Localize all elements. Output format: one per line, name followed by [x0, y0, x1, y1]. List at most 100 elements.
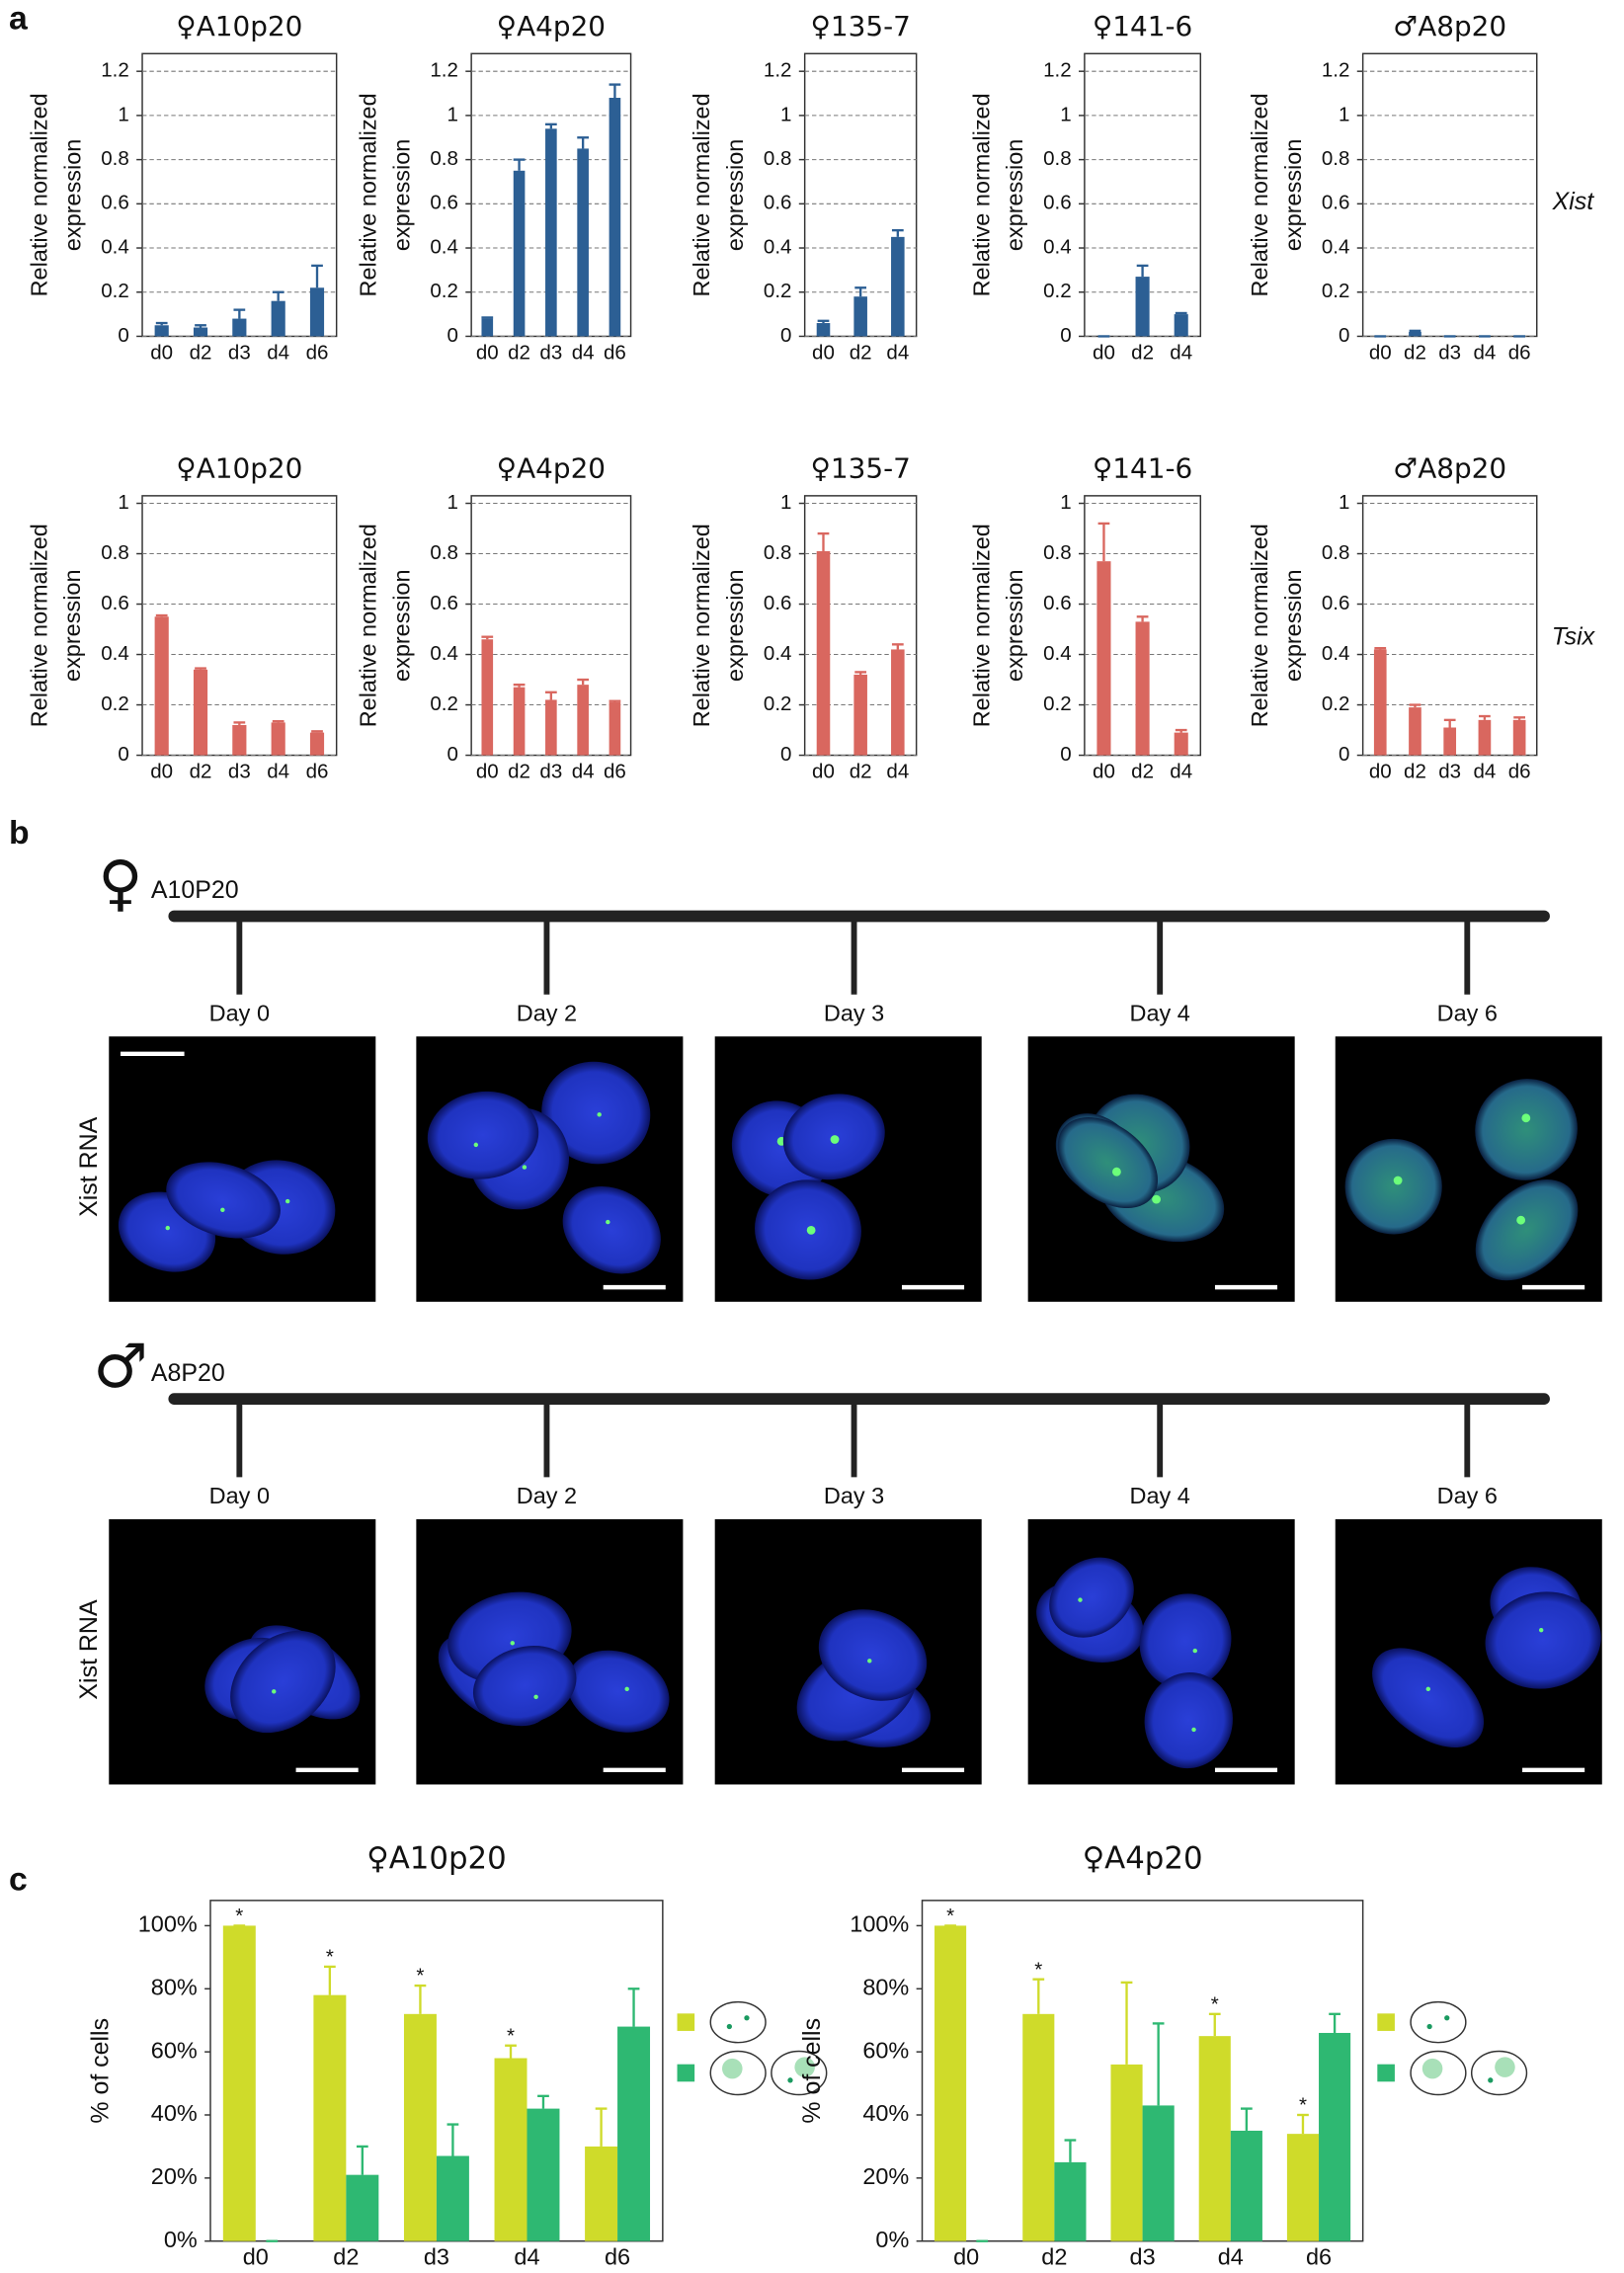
y-axis-label: expression	[388, 139, 414, 252]
day-label: Day 4	[1130, 1483, 1190, 1508]
y-tick-label: 0.2	[1043, 280, 1072, 302]
y-tick-label: 0%	[164, 2227, 198, 2252]
x-tick-label: d6	[306, 761, 329, 783]
y-tick-label: 0.6	[764, 592, 792, 614]
bar	[1174, 314, 1188, 337]
y-tick-label: 20%	[151, 2163, 198, 2189]
nucleus	[166, 1162, 281, 1239]
error-bar	[577, 678, 590, 686]
error-bar	[324, 1965, 336, 1995]
rna-spot	[867, 1659, 872, 1664]
x-tick-label: d4	[886, 341, 909, 364]
micrograph	[1335, 1518, 1602, 1785]
x-tick-label: d0	[243, 2244, 269, 2270]
legend-cloud	[1421, 2058, 1443, 2079]
legend-swatch	[677, 2064, 695, 2082]
x-tick-label: d4	[1170, 341, 1192, 364]
chart-title: ♀A10p20	[176, 451, 302, 484]
y-tick-label: 1	[118, 103, 128, 125]
x-tick-label: d4	[1473, 341, 1496, 364]
bar	[1409, 331, 1421, 337]
error-bar	[537, 2094, 549, 2109]
bar	[816, 550, 831, 756]
rna-spot	[1152, 1194, 1161, 1204]
row-label: Tsix	[1552, 622, 1596, 650]
y-tick-label: 20%	[862, 2163, 909, 2189]
y-tick-label: 0.6	[430, 192, 458, 214]
y-tick-label: 1.2	[101, 59, 129, 82]
nucleus	[1344, 1138, 1442, 1235]
day-label: Day 3	[824, 1000, 884, 1025]
y-axis-label: % of cells	[87, 2018, 115, 2124]
y-tick-label: 0	[1339, 743, 1349, 766]
rna-spot	[510, 1641, 515, 1646]
error-bar	[1136, 264, 1149, 278]
y-tick-label: 0	[447, 743, 458, 766]
y-tick-label: 0.4	[1043, 235, 1072, 258]
bar	[1135, 277, 1150, 337]
x-tick-label: d3	[1438, 761, 1461, 783]
y-tick-label: 0.8	[1322, 541, 1350, 564]
y-tick-label: 0.2	[101, 280, 129, 302]
x-tick-label: d6	[604, 761, 626, 783]
bar	[1135, 621, 1150, 756]
error-bar	[481, 635, 494, 640]
plot-frame	[141, 495, 338, 757]
bar	[527, 2108, 560, 2241]
y-axis-label: expression	[722, 569, 748, 681]
y-tick-label: 1	[1060, 491, 1071, 514]
y-tick-label: 0.4	[1043, 642, 1072, 665]
y-axis-label: Relative normalized	[968, 93, 994, 296]
y-tick-label: 1	[447, 103, 458, 125]
bar	[1110, 2064, 1143, 2241]
y-tick-label: 1	[1339, 103, 1349, 125]
day-label: Day 0	[209, 1483, 270, 1508]
bar	[1230, 2130, 1262, 2241]
rna-spot	[1191, 1727, 1196, 1733]
x-tick-label: d4	[267, 341, 289, 364]
bar	[891, 649, 905, 756]
error-bar	[505, 2044, 517, 2059]
y-axis-label: Relative normalized	[356, 524, 381, 727]
error-bar	[1374, 646, 1387, 650]
error-bar	[414, 1984, 427, 2014]
bar	[271, 722, 285, 756]
y-tick-label: 1.2	[764, 59, 792, 82]
error-bar	[311, 264, 323, 288]
x-tick-label: d4	[572, 341, 595, 364]
bar	[1198, 2036, 1231, 2241]
plot-frame	[141, 52, 338, 338]
x-tick-label: d4	[1218, 2244, 1244, 2270]
bar	[1478, 719, 1492, 756]
x-tick-label: d2	[508, 341, 530, 364]
error-bar	[195, 667, 206, 670]
y-tick-label: 0.4	[1322, 235, 1350, 258]
bar	[309, 287, 325, 337]
rna-spot	[1516, 1215, 1526, 1225]
y-axis-label: expression	[59, 569, 85, 681]
y-axis-label: expression	[59, 139, 85, 251]
error-bar	[356, 2145, 368, 2175]
legend-cloud	[794, 2057, 815, 2077]
legend-dot	[1444, 2015, 1450, 2021]
rna-spot	[597, 1112, 602, 1117]
nucleus	[427, 1091, 539, 1179]
x-tick-label: d0	[812, 341, 835, 364]
legend-cloud	[1495, 2057, 1515, 2077]
sex-symbol: ♂	[93, 1331, 147, 1402]
x-tick-label: d2	[1131, 341, 1154, 364]
y-tick-label: 0.2	[1322, 692, 1350, 715]
bar	[309, 732, 325, 756]
error-bar	[817, 319, 830, 324]
error-bar	[513, 683, 526, 688]
y-tick-label: 0	[118, 743, 128, 766]
y-tick-label: 1	[1060, 103, 1071, 125]
legend-cell	[1410, 2000, 1467, 2044]
bar	[577, 148, 589, 337]
bar	[1373, 649, 1387, 756]
rna-spot	[1538, 1627, 1544, 1633]
legend-swatch	[1377, 2064, 1395, 2082]
legend-dot	[787, 2077, 793, 2083]
legend-swatch	[677, 2013, 695, 2031]
